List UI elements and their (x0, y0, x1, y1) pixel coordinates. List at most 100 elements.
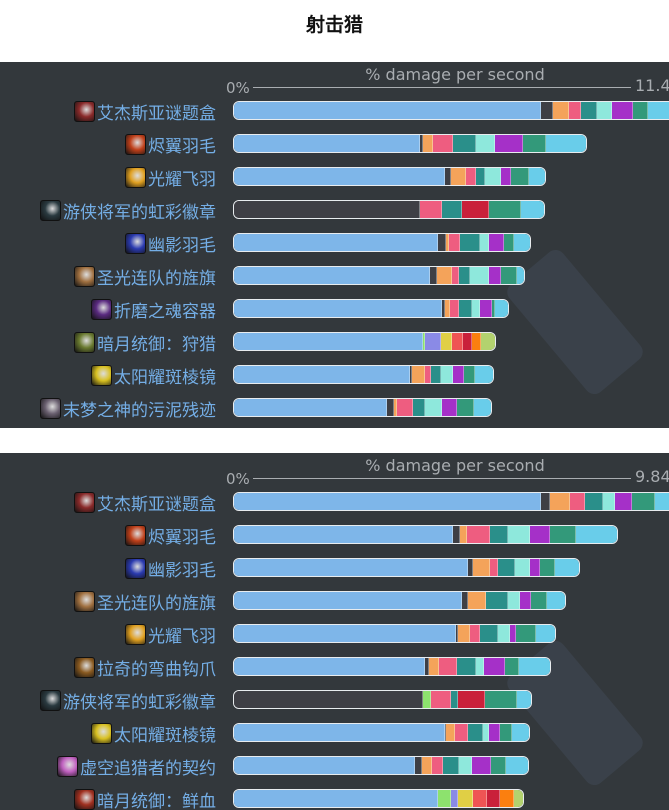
bar-segment-base (234, 526, 453, 543)
bar-segment-cyan (518, 658, 550, 675)
bar-segment-pink (455, 724, 469, 741)
bar-segment-green (457, 399, 474, 416)
stacked-bar[interactable] (233, 624, 557, 643)
stacked-bar[interactable] (233, 492, 669, 511)
category-label[interactable]: 末梦之神的污泥残迹 (63, 401, 216, 421)
stacked-bar[interactable] (233, 266, 526, 285)
stacked-bar[interactable] (233, 525, 618, 544)
chart-row: 光耀飞羽 (0, 618, 669, 651)
banner-icon (74, 266, 95, 287)
chart-row: 游侠将军的虹彩徽章 (0, 684, 669, 717)
bar-segment-salmon (472, 790, 487, 807)
bar-segment-cyan (506, 757, 529, 774)
category-label[interactable]: 折磨之魂容器 (114, 302, 216, 322)
stacked-bar[interactable] (233, 398, 492, 417)
category-label[interactable]: 太阳耀斑棱镜 (114, 726, 216, 746)
bar-segment-teal (442, 757, 459, 774)
stacked-bar[interactable] (233, 299, 509, 318)
bar-segment-teal (459, 300, 473, 317)
bar-segment-purple (519, 592, 532, 609)
bar-segment-dark (419, 135, 423, 152)
bar-segment-cyan (575, 526, 617, 543)
bar-segment-purple (612, 102, 634, 119)
stacked-bar[interactable] (233, 558, 580, 577)
shadow-feather-icon (125, 558, 146, 579)
stacked-bar[interactable] (233, 657, 551, 676)
bar-segment-cyan (520, 201, 545, 218)
stacked-bar[interactable] (233, 690, 533, 709)
chart-row: 艾杰斯亚谜题盒 (0, 486, 669, 519)
category-label[interactable]: 艾杰斯亚谜题盒 (97, 495, 216, 515)
bar-segment-green (484, 691, 517, 708)
category-label[interactable]: 游侠将军的虹彩徽章 (63, 203, 216, 223)
stacked-bar[interactable] (233, 789, 525, 808)
category-label[interactable]: 圣光连队的旌旗 (97, 594, 216, 614)
axis-min-label: 0% (226, 470, 250, 488)
stacked-bar[interactable] (233, 167, 547, 186)
ranger-insignia-icon (40, 200, 61, 221)
bar-segment-cyan (655, 493, 669, 510)
category-label[interactable]: 暗月统御：鲜血 (97, 792, 216, 810)
bar-segment-mint (497, 625, 510, 642)
bar-segment-teal (430, 366, 441, 383)
category-label[interactable]: 游侠将军的虹彩徽章 (63, 693, 216, 713)
category-label[interactable]: 圣光连队的旌旗 (97, 269, 216, 289)
stacked-bar[interactable] (233, 723, 531, 742)
stacked-bar[interactable] (233, 200, 546, 219)
stacked-bar[interactable] (233, 332, 497, 351)
category-label[interactable]: 暗月统御：狩猎 (97, 335, 216, 355)
bar-segment-dark (415, 757, 423, 774)
bar-segment-orange (457, 625, 470, 642)
stacked-bar[interactable] (233, 101, 669, 120)
bar-segment-purple (500, 168, 512, 185)
bar-segment-pink (397, 399, 414, 416)
bar-segment-purple (529, 526, 550, 543)
category-label[interactable]: 光耀飞羽 (148, 627, 216, 647)
chart-row: 虚空追猎者的契约 (0, 750, 669, 783)
bar-segment-teal (413, 399, 426, 416)
bar-segment-fire (471, 333, 481, 350)
stacked-bar[interactable] (233, 591, 567, 610)
bar-segment-pink (433, 135, 454, 152)
chart-row: 光耀飞羽 (0, 161, 669, 194)
bar-segment-cyan (516, 691, 532, 708)
bar-segment-orange (467, 592, 487, 609)
category-label[interactable]: 幽影羽毛 (148, 561, 216, 581)
bar-segment-orange (445, 300, 451, 317)
bar-segment-base (234, 592, 463, 609)
curved-talon-icon (74, 657, 95, 678)
bar-segment-base (234, 267, 431, 284)
bar-segment-dark (445, 724, 447, 741)
axis-line (253, 87, 631, 88)
bar-segment-base (234, 493, 542, 510)
stacked-bar[interactable] (233, 233, 531, 252)
bar-segment-pink (450, 300, 460, 317)
category-label[interactable]: 拉奇的弯曲钩爪 (97, 660, 216, 680)
ember-feather-icon (125, 525, 146, 546)
chart-row: 艾杰斯亚谜题盒 (0, 95, 669, 128)
axis-min-label: 0% (226, 79, 250, 97)
category-label[interactable]: 幽影羽毛 (148, 236, 216, 256)
bar-segment-dark (442, 300, 446, 317)
category-label[interactable]: 烬翼羽毛 (148, 137, 216, 157)
bar-segment-mint (475, 658, 484, 675)
category-label[interactable]: 太阳耀斑棱镜 (114, 368, 216, 388)
sunflare-prism-icon (91, 723, 112, 744)
stacked-bar[interactable] (233, 756, 530, 775)
bar-segment-mint (458, 757, 472, 774)
bar-segment-base (234, 658, 426, 675)
stacked-bar[interactable] (233, 365, 495, 384)
category-label[interactable]: 光耀飞羽 (148, 170, 216, 190)
bar-segment-orange (450, 168, 466, 185)
bar-segment-cyan (554, 559, 579, 576)
category-label[interactable]: 艾杰斯亚谜题盒 (97, 104, 216, 124)
bar-segment-lime (422, 333, 425, 350)
stacked-bar[interactable] (233, 134, 588, 153)
bar-segment-cyan (648, 102, 669, 119)
puzzle-box-icon (74, 101, 95, 122)
page-title: 射击猎 (305, 14, 363, 36)
bar-segment-pink (489, 559, 498, 576)
category-label[interactable]: 虚空追猎者的契约 (80, 759, 216, 779)
chart-row: 游侠将军的虹彩徽章 (0, 194, 669, 227)
category-label[interactable]: 烬翼羽毛 (148, 528, 216, 548)
